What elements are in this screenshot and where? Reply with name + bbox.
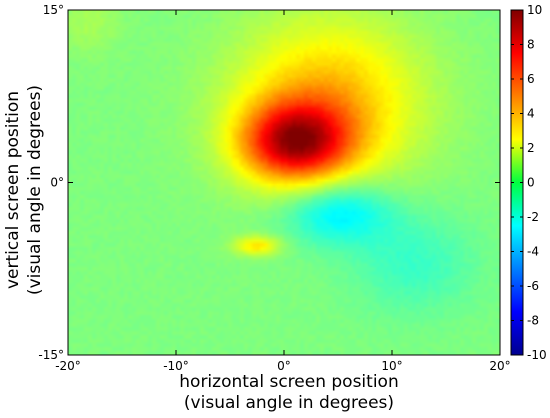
x-axis-ticks: -20° -10° 0° 10° 20° — [55, 10, 511, 373]
x-tick-label: 10° — [381, 359, 402, 373]
x-tick-label: -10° — [163, 359, 189, 373]
y-axis-ticks: 15° 0° -15° — [38, 3, 500, 362]
colorbar-ticks: 10 8 6 4 2 0 -2 -4 -6 -8 -10 — [511, 3, 547, 362]
x-tick-label: 20° — [489, 359, 510, 373]
x-tick-label: -20° — [55, 359, 81, 373]
y-tick-label: -15° — [38, 348, 64, 362]
colorbar-tick-label: 8 — [527, 38, 535, 52]
colorbar: 10 8 6 4 2 0 -2 -4 -6 -8 -10 — [510, 3, 547, 362]
y-tick-label: 0° — [50, 176, 64, 190]
x-axis-title-line1: horizontal screen position — [179, 372, 398, 392]
colorbar-tick-label: 2 — [527, 141, 535, 155]
colorbar-tick-label: 6 — [527, 72, 535, 86]
colorbar-tick-label: -2 — [527, 210, 539, 224]
heatmap-image — [68, 10, 500, 355]
heatmap-plot-area — [67, 9, 501, 356]
x-axis-title-line2: (visual angle in degrees) — [184, 393, 394, 413]
colorbar-tick-label: 4 — [527, 107, 535, 121]
y-axis-title-line2: (visual angle in degrees) — [25, 85, 45, 295]
colorbar-tick-label: -6 — [527, 279, 539, 293]
colorbar-tick-label: -8 — [527, 314, 539, 328]
y-tick-label: 15° — [43, 3, 64, 17]
colorbar-tick-label: 10 — [527, 3, 542, 17]
y-axis-title-line1: vertical screen position — [3, 91, 23, 289]
colorbar-tick-label: -4 — [527, 245, 539, 259]
colorbar-tick-label: 0 — [527, 176, 535, 190]
colorbar-tick-label: -10 — [527, 348, 547, 362]
x-tick-label: 0° — [277, 359, 291, 373]
